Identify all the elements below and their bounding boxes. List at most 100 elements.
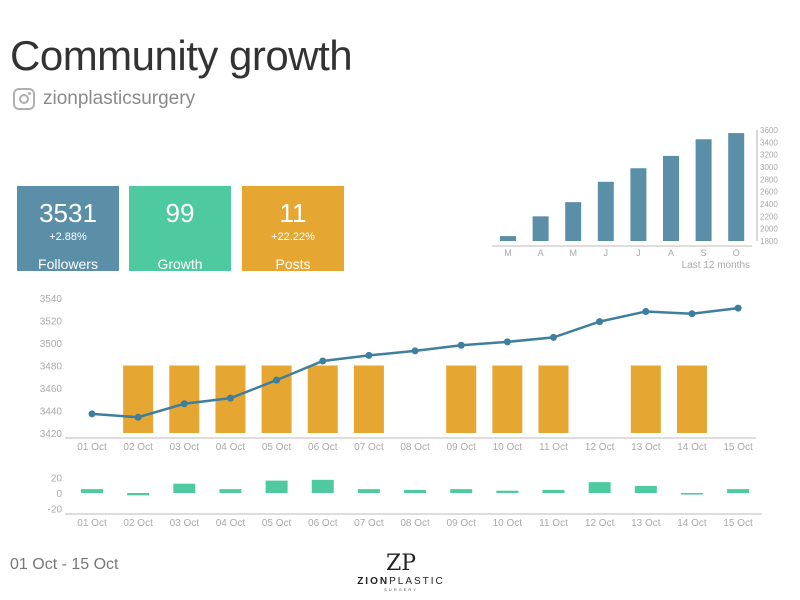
monthly-x-tick: A: [538, 248, 544, 258]
growth-x-tick: 12 Oct: [585, 518, 615, 529]
post-bar: [353, 365, 384, 433]
posts-label: Posts: [275, 256, 311, 272]
growth-x-tick: 15 Oct: [723, 518, 753, 529]
logo-mark: ZP: [385, 551, 417, 576]
followers-point: [550, 333, 557, 341]
monthly-bar: [728, 133, 745, 241]
monthly-y-tick: 3400: [760, 138, 778, 147]
followers-point: [642, 308, 650, 315]
followers-point: [273, 376, 281, 384]
growth-x-tick: 10 Oct: [493, 518, 523, 529]
page-title: Community growth: [10, 32, 353, 79]
monthly-bar: [695, 139, 712, 241]
followers-point: [503, 338, 511, 346]
posts-value: 11: [279, 198, 307, 228]
post-bar: [492, 365, 523, 433]
growth-x-tick: 06 Oct: [308, 518, 338, 529]
account-handle: zionplasticsurgery: [13, 88, 195, 110]
followers-value: 3531: [39, 198, 97, 228]
growth-y-tick: -20: [48, 505, 63, 516]
post-bar: [307, 365, 338, 433]
line-x-tick: 06 Oct: [308, 442, 338, 453]
post-bar: [630, 365, 661, 433]
line-x-tick: 07 Oct: [354, 442, 384, 453]
growth-x-tick: 14 Oct: [677, 518, 707, 529]
followers-delta: +2.88%: [49, 231, 87, 243]
monthly-y-tick: 2600: [760, 188, 778, 197]
growth-bar: [588, 482, 611, 493]
growth-card: 99 Growth: [129, 186, 231, 272]
instagram-icon: [13, 88, 35, 110]
followers-point: [734, 304, 742, 312]
date-range: 01 Oct - 15 Oct: [10, 556, 119, 573]
line-x-tick: 13 Oct: [631, 442, 661, 453]
growth-y-tick: 20: [51, 474, 63, 485]
monthly-x-tick: M: [504, 248, 512, 258]
growth-bar: [634, 486, 657, 493]
logo-name: ZIONPLASTIC: [357, 576, 445, 587]
growth-x-tick: 08 Oct: [400, 518, 430, 529]
followers-point: [134, 413, 142, 421]
growth-x-tick: 07 Oct: [354, 518, 384, 529]
line-y-tick: 3540: [40, 294, 63, 305]
post-bar: [676, 365, 707, 433]
followers-card: 3531 +2.88% Followers: [17, 186, 119, 272]
monthly-y-tick: 3600: [760, 126, 778, 135]
monthly-y-tick: 3200: [760, 151, 778, 160]
followers-point: [596, 318, 604, 326]
monthly-bar: [532, 216, 549, 241]
monthly-y-tick: 1800: [760, 237, 778, 246]
line-x-tick: 03 Oct: [170, 442, 200, 453]
growth-label: Growth: [157, 256, 203, 272]
growth-x-tick: 01 Oct: [77, 518, 107, 529]
growth-bar: [81, 489, 103, 493]
line-x-tick: 04 Oct: [216, 442, 246, 453]
line-x-tick: 11 Oct: [539, 442, 568, 453]
line-y-tick: 3440: [40, 407, 63, 418]
followers-point: [319, 357, 327, 365]
post-bar: [123, 365, 154, 433]
growth-value: 99: [165, 198, 195, 228]
logo: ZP ZIONPLASTIC SURGERY: [355, 551, 447, 593]
growth-bar: [450, 489, 473, 493]
growth-x-tick: 02 Oct: [123, 518, 153, 529]
growth-bar: [496, 490, 519, 493]
line-y-tick: 3480: [40, 362, 63, 373]
growth-x-tick: 11 Oct: [539, 518, 568, 529]
growth-bar: [265, 480, 288, 493]
growth-bar: [727, 489, 750, 493]
followers-point: [457, 341, 465, 349]
posts-delta: +22.22%: [271, 231, 315, 243]
monthly-x-tick: M: [569, 248, 577, 258]
growth-bar: [542, 489, 565, 493]
growth-y-tick: 0: [56, 489, 62, 500]
monthly-x-tick: A: [668, 248, 674, 258]
growth-bar: [173, 483, 196, 493]
growth-x-tick: 05 Oct: [262, 518, 292, 529]
monthly-bar: [565, 202, 582, 241]
post-bar: [538, 365, 569, 433]
monthly-bar: [663, 155, 679, 241]
monthly-x-tick: S: [701, 248, 707, 258]
followers-point: [688, 310, 696, 318]
line-y-tick: 3420: [40, 429, 63, 440]
growth-x-tick: 13 Oct: [631, 518, 661, 529]
followers-point: [226, 394, 234, 402]
followers-point: [180, 400, 188, 408]
monthly-x-tick: O: [733, 248, 740, 258]
growth-x-tick: 04 Oct: [216, 518, 246, 529]
logo-sub: SURGERY: [384, 587, 418, 592]
monthly-y-tick: 2000: [760, 225, 778, 234]
line-x-tick: 12 Oct: [585, 442, 615, 453]
monthly-x-tick: J: [604, 248, 609, 258]
line-x-tick: 14 Oct: [677, 442, 707, 453]
line-x-tick: 10 Oct: [493, 442, 523, 453]
growth-x-tick: 09 Oct: [446, 518, 476, 529]
monthly-bar: [630, 168, 647, 241]
line-x-tick: 01 Oct: [77, 442, 107, 453]
monthly-y-tick: 2400: [760, 200, 778, 209]
growth-bar: [404, 489, 427, 493]
line-x-tick: 02 Oct: [123, 442, 153, 453]
monthly-caption: Last 12 months: [682, 260, 750, 271]
